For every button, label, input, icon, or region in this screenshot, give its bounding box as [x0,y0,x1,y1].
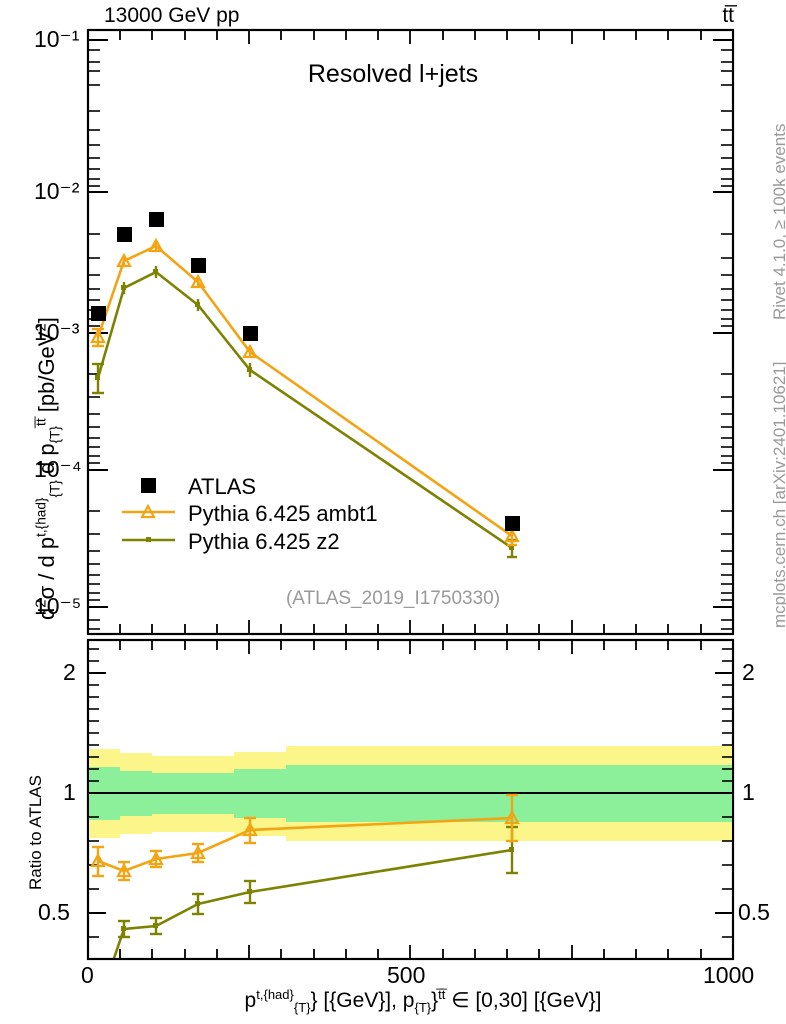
series-z2-ratio [112,848,513,958]
main-panel-frame [86,28,735,636]
legend-label-ambt1: Pythia 6.425 ambt1 [188,501,378,526]
series-z2-ratio-errorbars [118,825,518,939]
y-tick-label-ratio-right-2: 2 [742,659,755,685]
main-x-ticks [87,30,734,634]
plot-title: Resolved l+jets [307,60,479,88]
main-y-ticks [88,39,733,608]
y-tick-label-ratio-right-05: 0.5 [738,899,770,925]
series-ambt1-main-errorbars [92,241,517,547]
ratio-uncertainty-bands [89,746,732,841]
band-outer [89,746,732,841]
main-y-minor-ticks [88,49,733,630]
y-tick-label-main-4: 10⁻⁵ [34,593,82,619]
y-tick-label-ratio-2: 2 [63,659,76,685]
x-axis-label: pt,{had}{T}} [{GeV}], p{T}}t̅t̅ ∈ [0,30]… [244,987,602,1016]
ratio-y-ticks [88,672,733,914]
y-tick-label-ratio-1: 1 [63,779,76,805]
series-ambt1-ratio-markers [90,809,520,878]
legend-marker-ambt1 [122,503,175,519]
series-ambt1-main [96,244,513,538]
header-right: tt̅ [722,4,734,27]
legend-marker-z2 [122,537,175,542]
x-tick-label-1000: 1000 [703,962,755,988]
ratio-x-ticks [87,640,734,959]
y-tick-label-main-2: 10⁻³ [34,319,80,345]
side-label-mcplots: mcplots.cern.ch [arXiv:2401.10621] [770,361,786,628]
series-atlas-main-markers [91,212,520,531]
legend-symbols [122,478,175,542]
band-inner [89,765,732,822]
y-tick-label-main-0: 10⁻¹ [34,26,80,52]
y-tick-label-ratio-05: 0.5 [38,899,70,925]
ratio-y-minor-ticks [88,648,733,938]
dataset-watermark: (ATLAS_2019_I1750330) [285,588,501,609]
y-tick-label-ratio-right-1: 1 [742,779,755,805]
series-z2-ratio-markers [121,847,514,931]
y-tick-label-main-3: 10⁻⁴ [34,456,82,482]
header-left: 13000 GeV pp [104,4,240,27]
ratio-panel-frame [86,638,735,961]
legend-marker-atlas [141,478,156,493]
legend-label-atlas: ATLAS [188,474,257,499]
x-tick-label-500: 500 [387,962,426,988]
y-tick-label-main-1: 10⁻² [34,178,80,204]
series-ambt1-main-markers [90,237,520,543]
series-ambt1-ratio [97,816,513,873]
x-tick-label-0: 0 [81,962,94,988]
legend-label-z2: Pythia 6.425 z2 [188,529,340,554]
series-ambt1-ratio-errorbars [92,793,518,882]
